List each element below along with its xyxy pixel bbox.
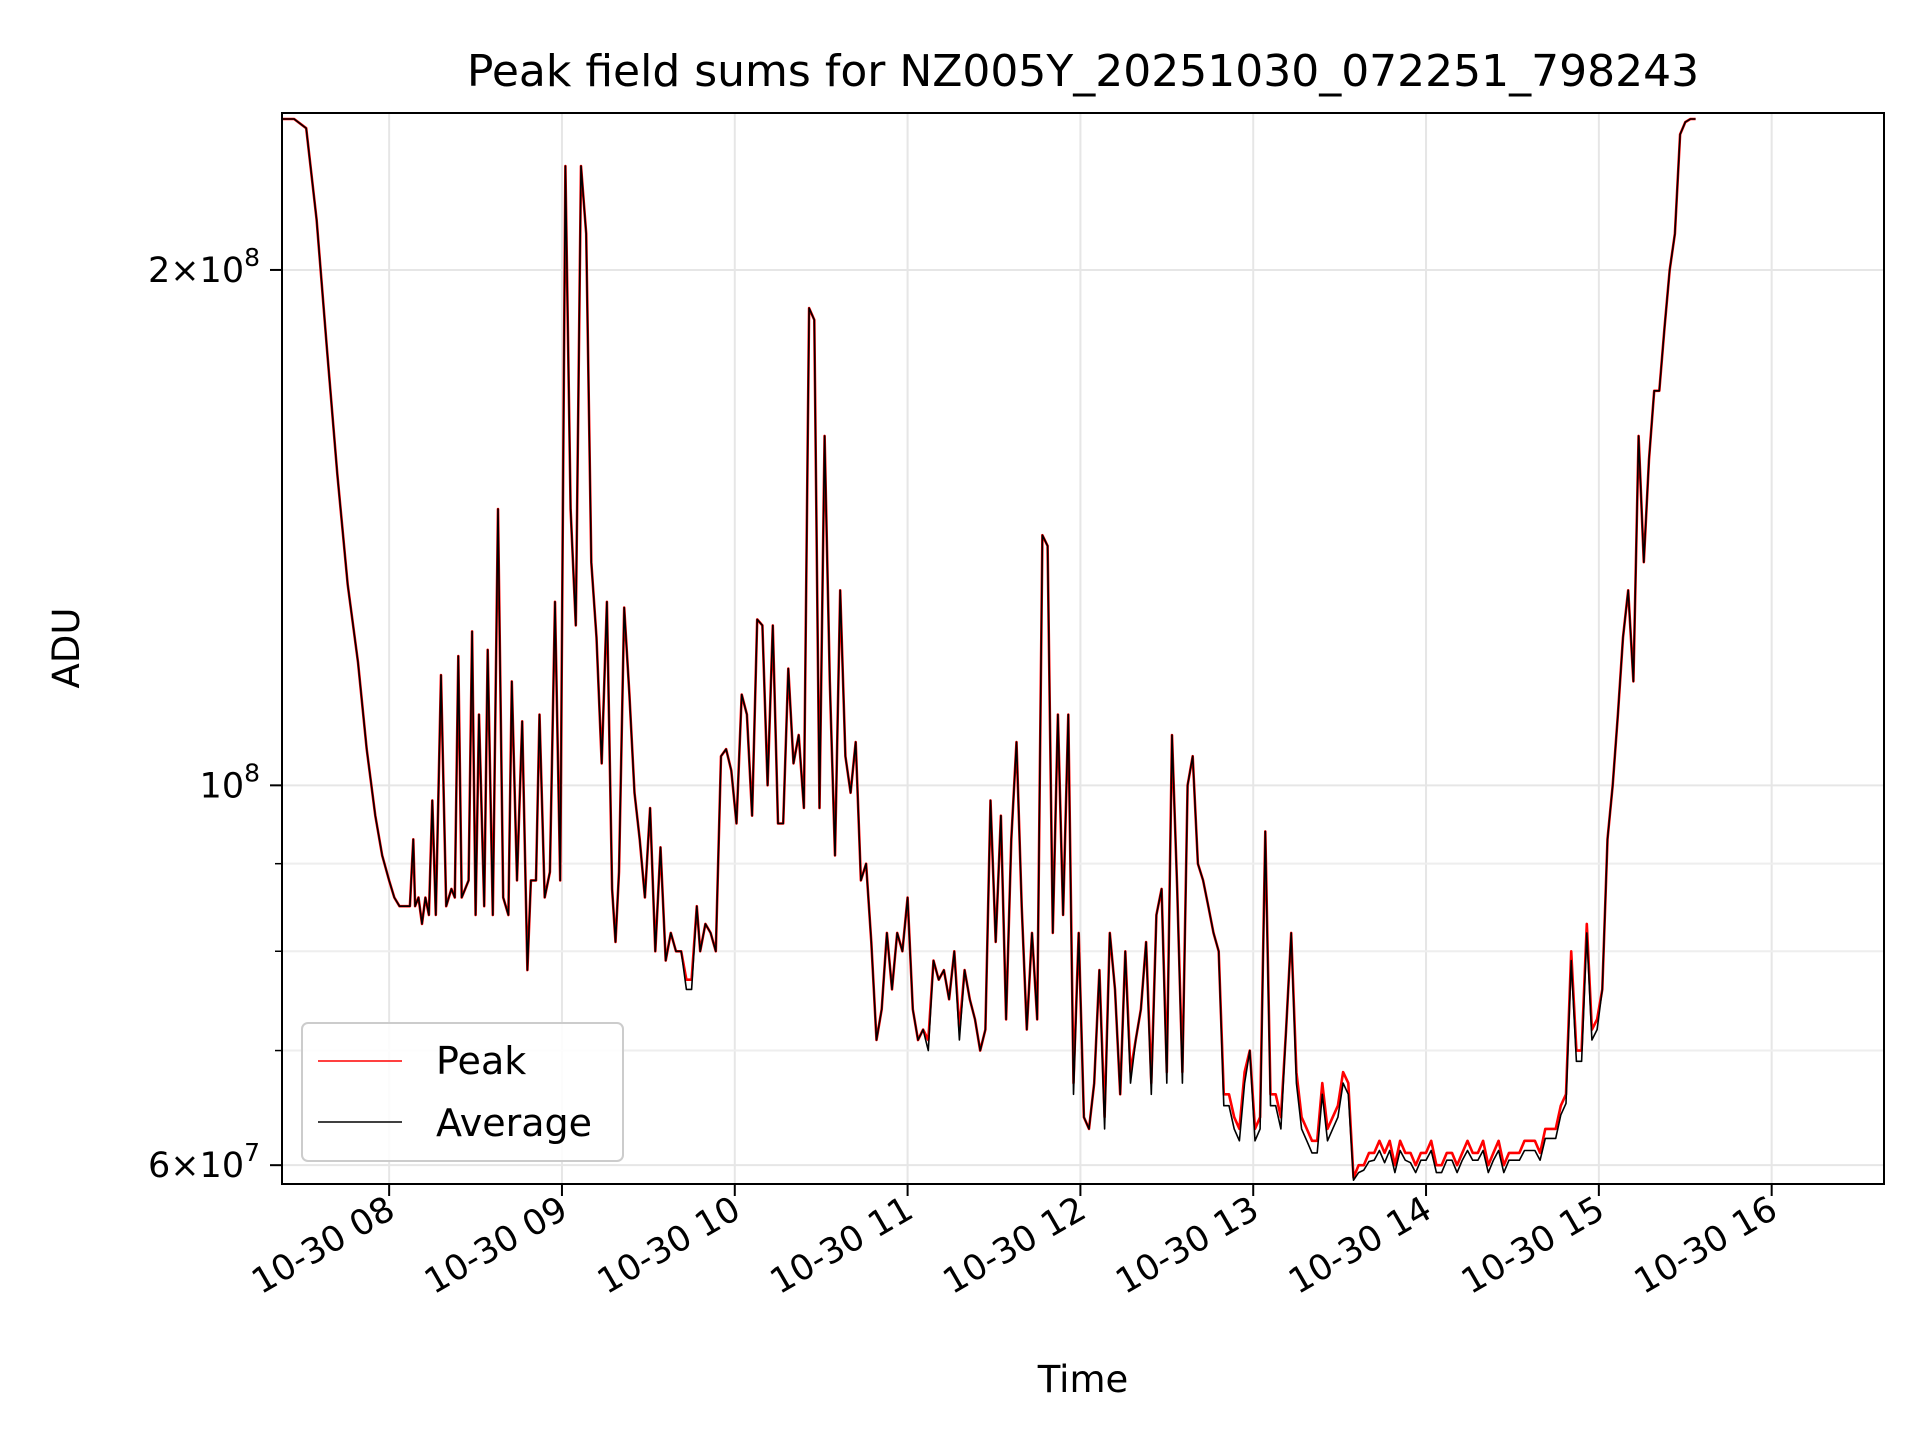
legend-label-peak: Peak <box>436 1039 526 1083</box>
plot-lines <box>282 117 1696 1181</box>
legend-box <box>301 1022 624 1162</box>
y-axis-label: ADU <box>45 608 88 689</box>
y-tick-label: 6×107 <box>148 1138 260 1186</box>
legend: Peak Average <box>301 1022 624 1162</box>
plot-frame <box>281 112 1885 1185</box>
chart-title: Peak field sums for NZ005Y_20251030_0722… <box>467 46 1699 97</box>
legend-label-average: Average <box>436 1101 592 1145</box>
x-axis-label: Time <box>1037 1358 1129 1401</box>
y-tick-label: 2×108 <box>148 243 260 291</box>
series-line-average <box>282 118 1696 1181</box>
